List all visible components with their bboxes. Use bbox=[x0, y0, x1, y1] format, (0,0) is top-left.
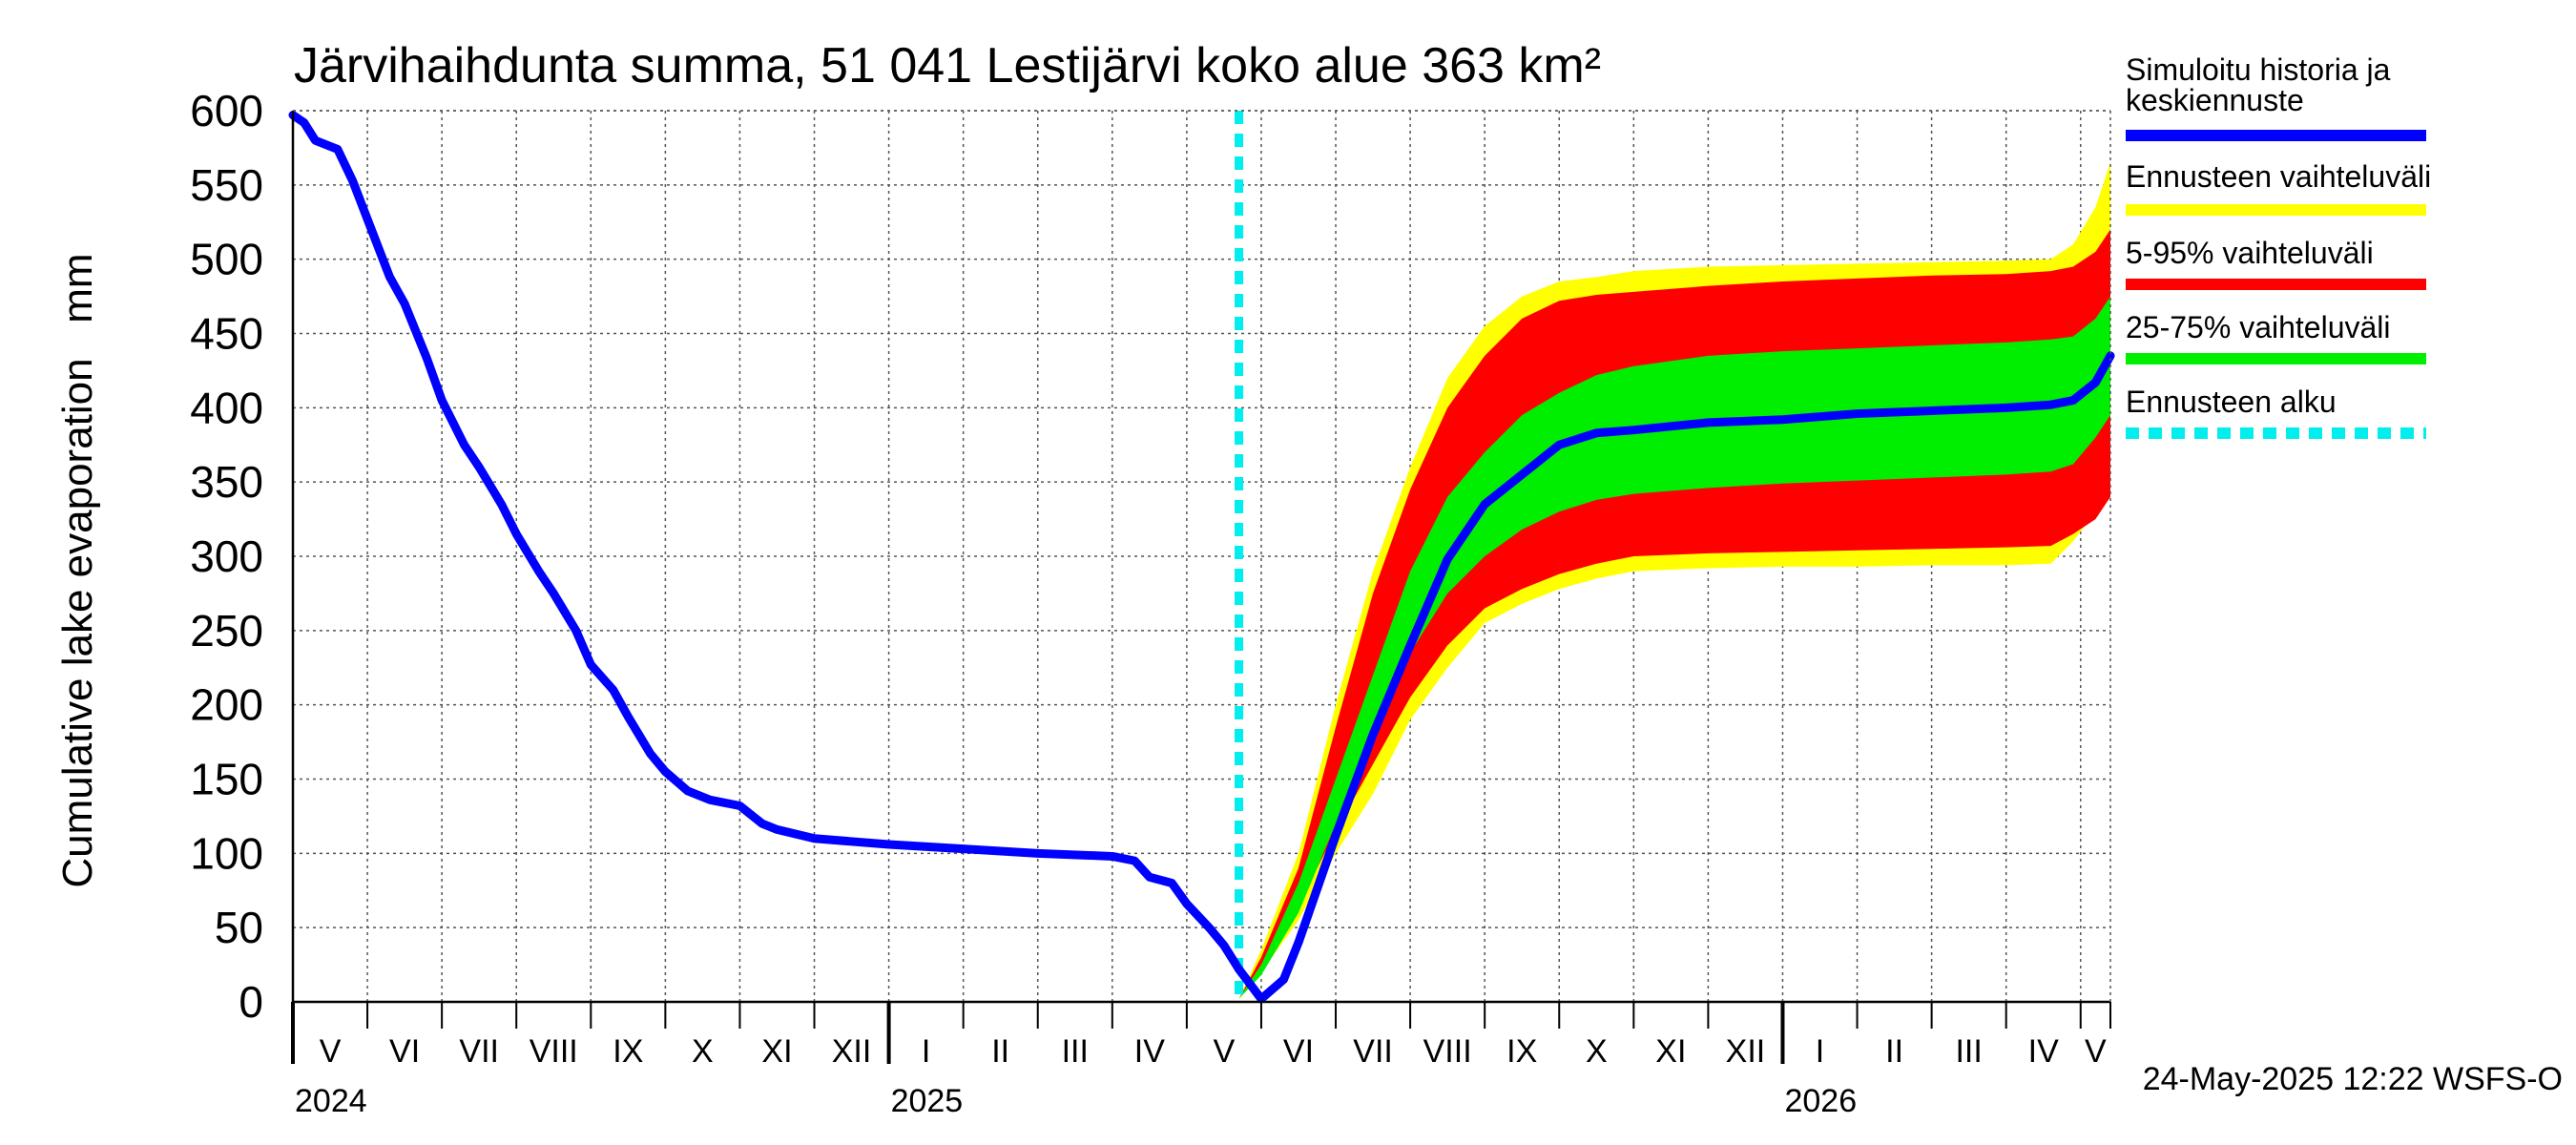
year-label: 2026 bbox=[1784, 1083, 1857, 1119]
y-tick-label: 100 bbox=[190, 828, 263, 878]
y-tick-label: 550 bbox=[190, 160, 263, 210]
month-label: XII bbox=[1726, 1033, 1766, 1070]
month-label: VIII bbox=[530, 1033, 578, 1070]
y-tick-labels: 0 50 100 150 200 250 300 350 400 450 500 550 600 bbox=[190, 86, 263, 1027]
year-label: 2025 bbox=[891, 1083, 964, 1119]
legend-label: Ennusteen vaihteluväli bbox=[2126, 159, 2431, 194]
month-label: IV bbox=[1134, 1033, 1165, 1070]
month-label: X bbox=[1586, 1033, 1608, 1070]
grid bbox=[293, 110, 2110, 1003]
month-label: VI bbox=[1283, 1033, 1314, 1070]
mean-series-line bbox=[288, 111, 2115, 1004]
month-label: VI bbox=[389, 1033, 420, 1070]
month-label: I bbox=[1816, 1033, 1824, 1070]
y-tick-label: 600 bbox=[190, 86, 263, 135]
forecast-bands bbox=[1238, 162, 2110, 999]
y-tick-label: 450 bbox=[190, 309, 263, 359]
month-label: IV bbox=[2028, 1033, 2059, 1070]
month-label: VIII bbox=[1423, 1033, 1472, 1070]
month-label: II bbox=[1885, 1033, 1903, 1070]
x-tick-labels: V VI VII VIII IX X XI XII I II III IV V VI VII VIII IX X X… bbox=[291, 1002, 2111, 1119]
month-label: XII bbox=[832, 1033, 872, 1070]
month-label: VII bbox=[1353, 1033, 1393, 1070]
y-tick-label: 300 bbox=[190, 531, 263, 581]
y-tick-label: 50 bbox=[215, 903, 263, 952]
band-25-75-vaihteluv-li bbox=[1238, 296, 2110, 999]
month-label: IX bbox=[613, 1033, 643, 1070]
y-tick-label: 150 bbox=[190, 755, 263, 804]
legend-label: keskiennuste bbox=[2126, 83, 2304, 117]
axes bbox=[291, 110, 2111, 1004]
y-tick-label: 500 bbox=[190, 235, 263, 284]
series-lines bbox=[288, 111, 2115, 1004]
y-tick-label: 200 bbox=[190, 680, 263, 730]
y-tick-label: 400 bbox=[190, 383, 263, 432]
month-label: V bbox=[2085, 1033, 2107, 1070]
month-label: VII bbox=[459, 1033, 499, 1070]
legend-label: Ennusteen alku bbox=[2126, 385, 2337, 419]
month-label: V bbox=[1214, 1033, 1236, 1070]
month-label: XI bbox=[1655, 1033, 1686, 1070]
month-label: X bbox=[692, 1033, 714, 1070]
month-label: IX bbox=[1506, 1033, 1537, 1070]
footer-timestamp: 24-May-2025 12:22 WSFS-O bbox=[2143, 1061, 2563, 1097]
month-label: I bbox=[922, 1033, 930, 1070]
legend-label: Simuloitu historia ja bbox=[2126, 52, 2391, 87]
month-label: III bbox=[1062, 1033, 1089, 1070]
y-tick-label: 0 bbox=[239, 977, 263, 1027]
month-label: V bbox=[320, 1033, 342, 1070]
legend-label: 25-75% vaihteluväli bbox=[2126, 310, 2391, 344]
month-label: III bbox=[1955, 1033, 1982, 1070]
legend-label: 5-95% vaihteluväli bbox=[2126, 236, 2374, 270]
year-label: 2024 bbox=[295, 1083, 367, 1119]
chart-title: Järvihaihdunta summa, 51 041 Lestijärvi … bbox=[294, 38, 1601, 94]
month-label: XI bbox=[761, 1033, 792, 1070]
y-tick-label: 350 bbox=[190, 457, 263, 507]
y-axis-label: Cumulative lake evaporation mm bbox=[54, 253, 101, 887]
month-label: II bbox=[991, 1033, 1009, 1070]
y-tick-label: 250 bbox=[190, 606, 263, 656]
